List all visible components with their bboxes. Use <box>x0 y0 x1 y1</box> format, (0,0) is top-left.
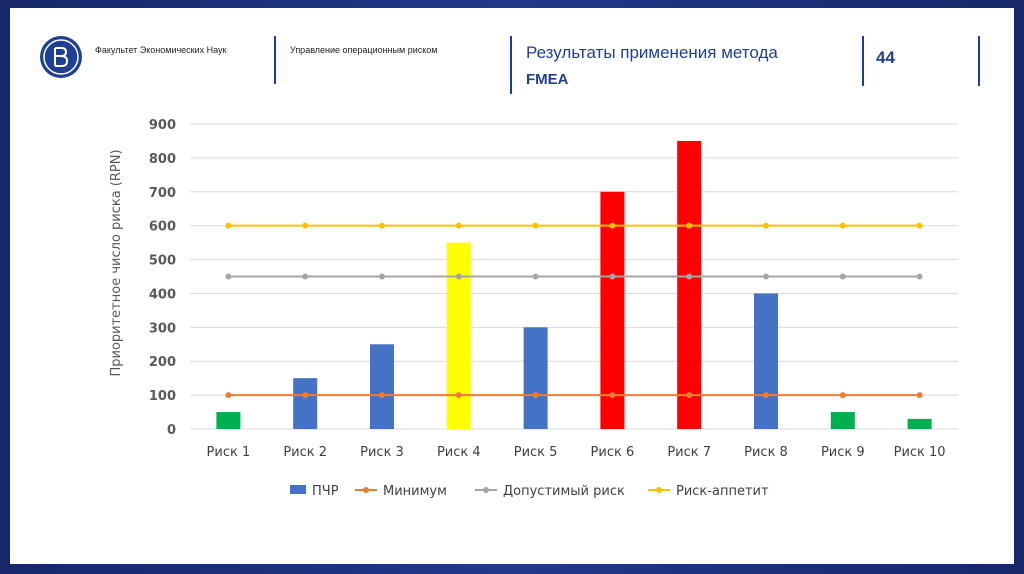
series-point-3 <box>379 222 385 229</box>
series-point-2 <box>916 273 923 280</box>
x-category-label: Риск 6 <box>591 445 635 460</box>
y-tick-label: 0 <box>167 423 176 438</box>
y-tick-label: 200 <box>149 355 176 370</box>
bar-7 <box>677 140 702 429</box>
x-category-label: Риск 3 <box>360 445 404 460</box>
y-tick-label: 900 <box>149 118 176 133</box>
series-point-2 <box>609 273 616 280</box>
series-point-1 <box>379 392 385 399</box>
legend-label: ПЧР <box>312 484 339 499</box>
bar-6 <box>600 191 625 429</box>
series-point-1 <box>609 392 616 399</box>
x-category-label: Риск 1 <box>207 445 251 460</box>
series-point-2 <box>455 273 462 280</box>
y-tick-label: 400 <box>149 287 176 302</box>
series-point-3 <box>532 222 539 229</box>
legend-label: Допустимый риск <box>503 484 625 499</box>
legend-swatch-marker <box>483 487 489 493</box>
header-divider <box>510 36 512 94</box>
bar-9 <box>830 412 855 429</box>
line-series <box>225 222 923 399</box>
legend-swatch <box>290 485 306 494</box>
series-point-3 <box>609 222 616 229</box>
series-point-2 <box>302 273 309 280</box>
series-point-1 <box>532 392 539 399</box>
y-tick-label: 600 <box>149 220 176 235</box>
header-divider <box>978 36 980 86</box>
x-category-label: Риск 10 <box>894 445 946 460</box>
series-point-2 <box>532 273 539 280</box>
bar-1 <box>216 412 241 429</box>
x-category-label: Риск 8 <box>744 445 788 460</box>
bar-series <box>216 140 932 429</box>
series-point-2 <box>379 273 385 280</box>
series-point-1 <box>839 392 846 399</box>
series-point-1 <box>302 392 309 399</box>
bar-5 <box>523 327 548 429</box>
series-point-2 <box>763 273 769 280</box>
x-category-label: Риск 2 <box>283 445 327 460</box>
series-point-3 <box>455 222 462 229</box>
slide: Факультет Экономических Наук Управление … <box>10 8 1014 564</box>
series-point-3 <box>225 222 232 229</box>
series-point-1 <box>225 392 232 399</box>
series-point-3 <box>302 222 309 229</box>
series-point-2 <box>839 273 846 280</box>
x-axis-categories: Риск 1 Риск 2 Риск 3 Риск 4 Риск 5 Риск 6 Риск… <box>207 445 946 460</box>
bar-4 <box>446 242 471 429</box>
course-name: Управление операционным риском <box>290 45 438 55</box>
series-point-3 <box>839 222 846 229</box>
slide-title: Результаты применения метода <box>526 43 778 62</box>
y-axis-label: Приоритетное число риска (RPN) <box>109 149 124 376</box>
slide-subtitle: FMEA <box>526 71 569 88</box>
series-point-1 <box>455 392 462 399</box>
x-category-label: Риск 9 <box>821 445 865 460</box>
y-tick-label: 700 <box>149 186 176 201</box>
legend-label: Минимум <box>383 484 447 499</box>
university-logo <box>40 36 82 78</box>
series-point-3 <box>916 222 923 229</box>
y-tick-label: 800 <box>149 152 176 167</box>
y-tick-label: 500 <box>149 254 176 269</box>
series-point-2 <box>686 273 693 280</box>
chart-legend: ПЧР Минимум Допустимый риск Риск-аппетит <box>290 484 769 499</box>
legend-label: Риск-аппетит <box>676 484 769 499</box>
bar-8 <box>754 293 778 429</box>
bar-3 <box>370 344 394 429</box>
logo-emblem-icon <box>43 39 79 75</box>
series-point-3 <box>763 222 769 229</box>
y-axis-ticks: 0 100 200 300 400 500 600 700 800 900 <box>149 118 176 438</box>
series-point-2 <box>225 273 232 280</box>
legend-swatch-marker <box>363 487 369 493</box>
bar-10 <box>907 418 932 429</box>
faculty-name: Факультет Экономических Наук <box>95 45 227 55</box>
y-tick-label: 300 <box>149 321 176 336</box>
series-point-3 <box>686 222 693 229</box>
bar-2 <box>293 378 318 429</box>
header-divider <box>274 36 276 84</box>
series-point-1 <box>916 392 923 399</box>
header-divider <box>862 36 864 86</box>
legend-swatch-marker <box>656 487 662 493</box>
x-category-label: Риск 4 <box>437 445 481 460</box>
page-number: 44 <box>876 48 895 67</box>
x-category-label: Риск 7 <box>667 445 711 460</box>
x-category-label: Риск 5 <box>514 445 558 460</box>
series-point-1 <box>686 392 693 399</box>
series-point-1 <box>763 392 769 399</box>
y-tick-label: 100 <box>149 389 176 404</box>
